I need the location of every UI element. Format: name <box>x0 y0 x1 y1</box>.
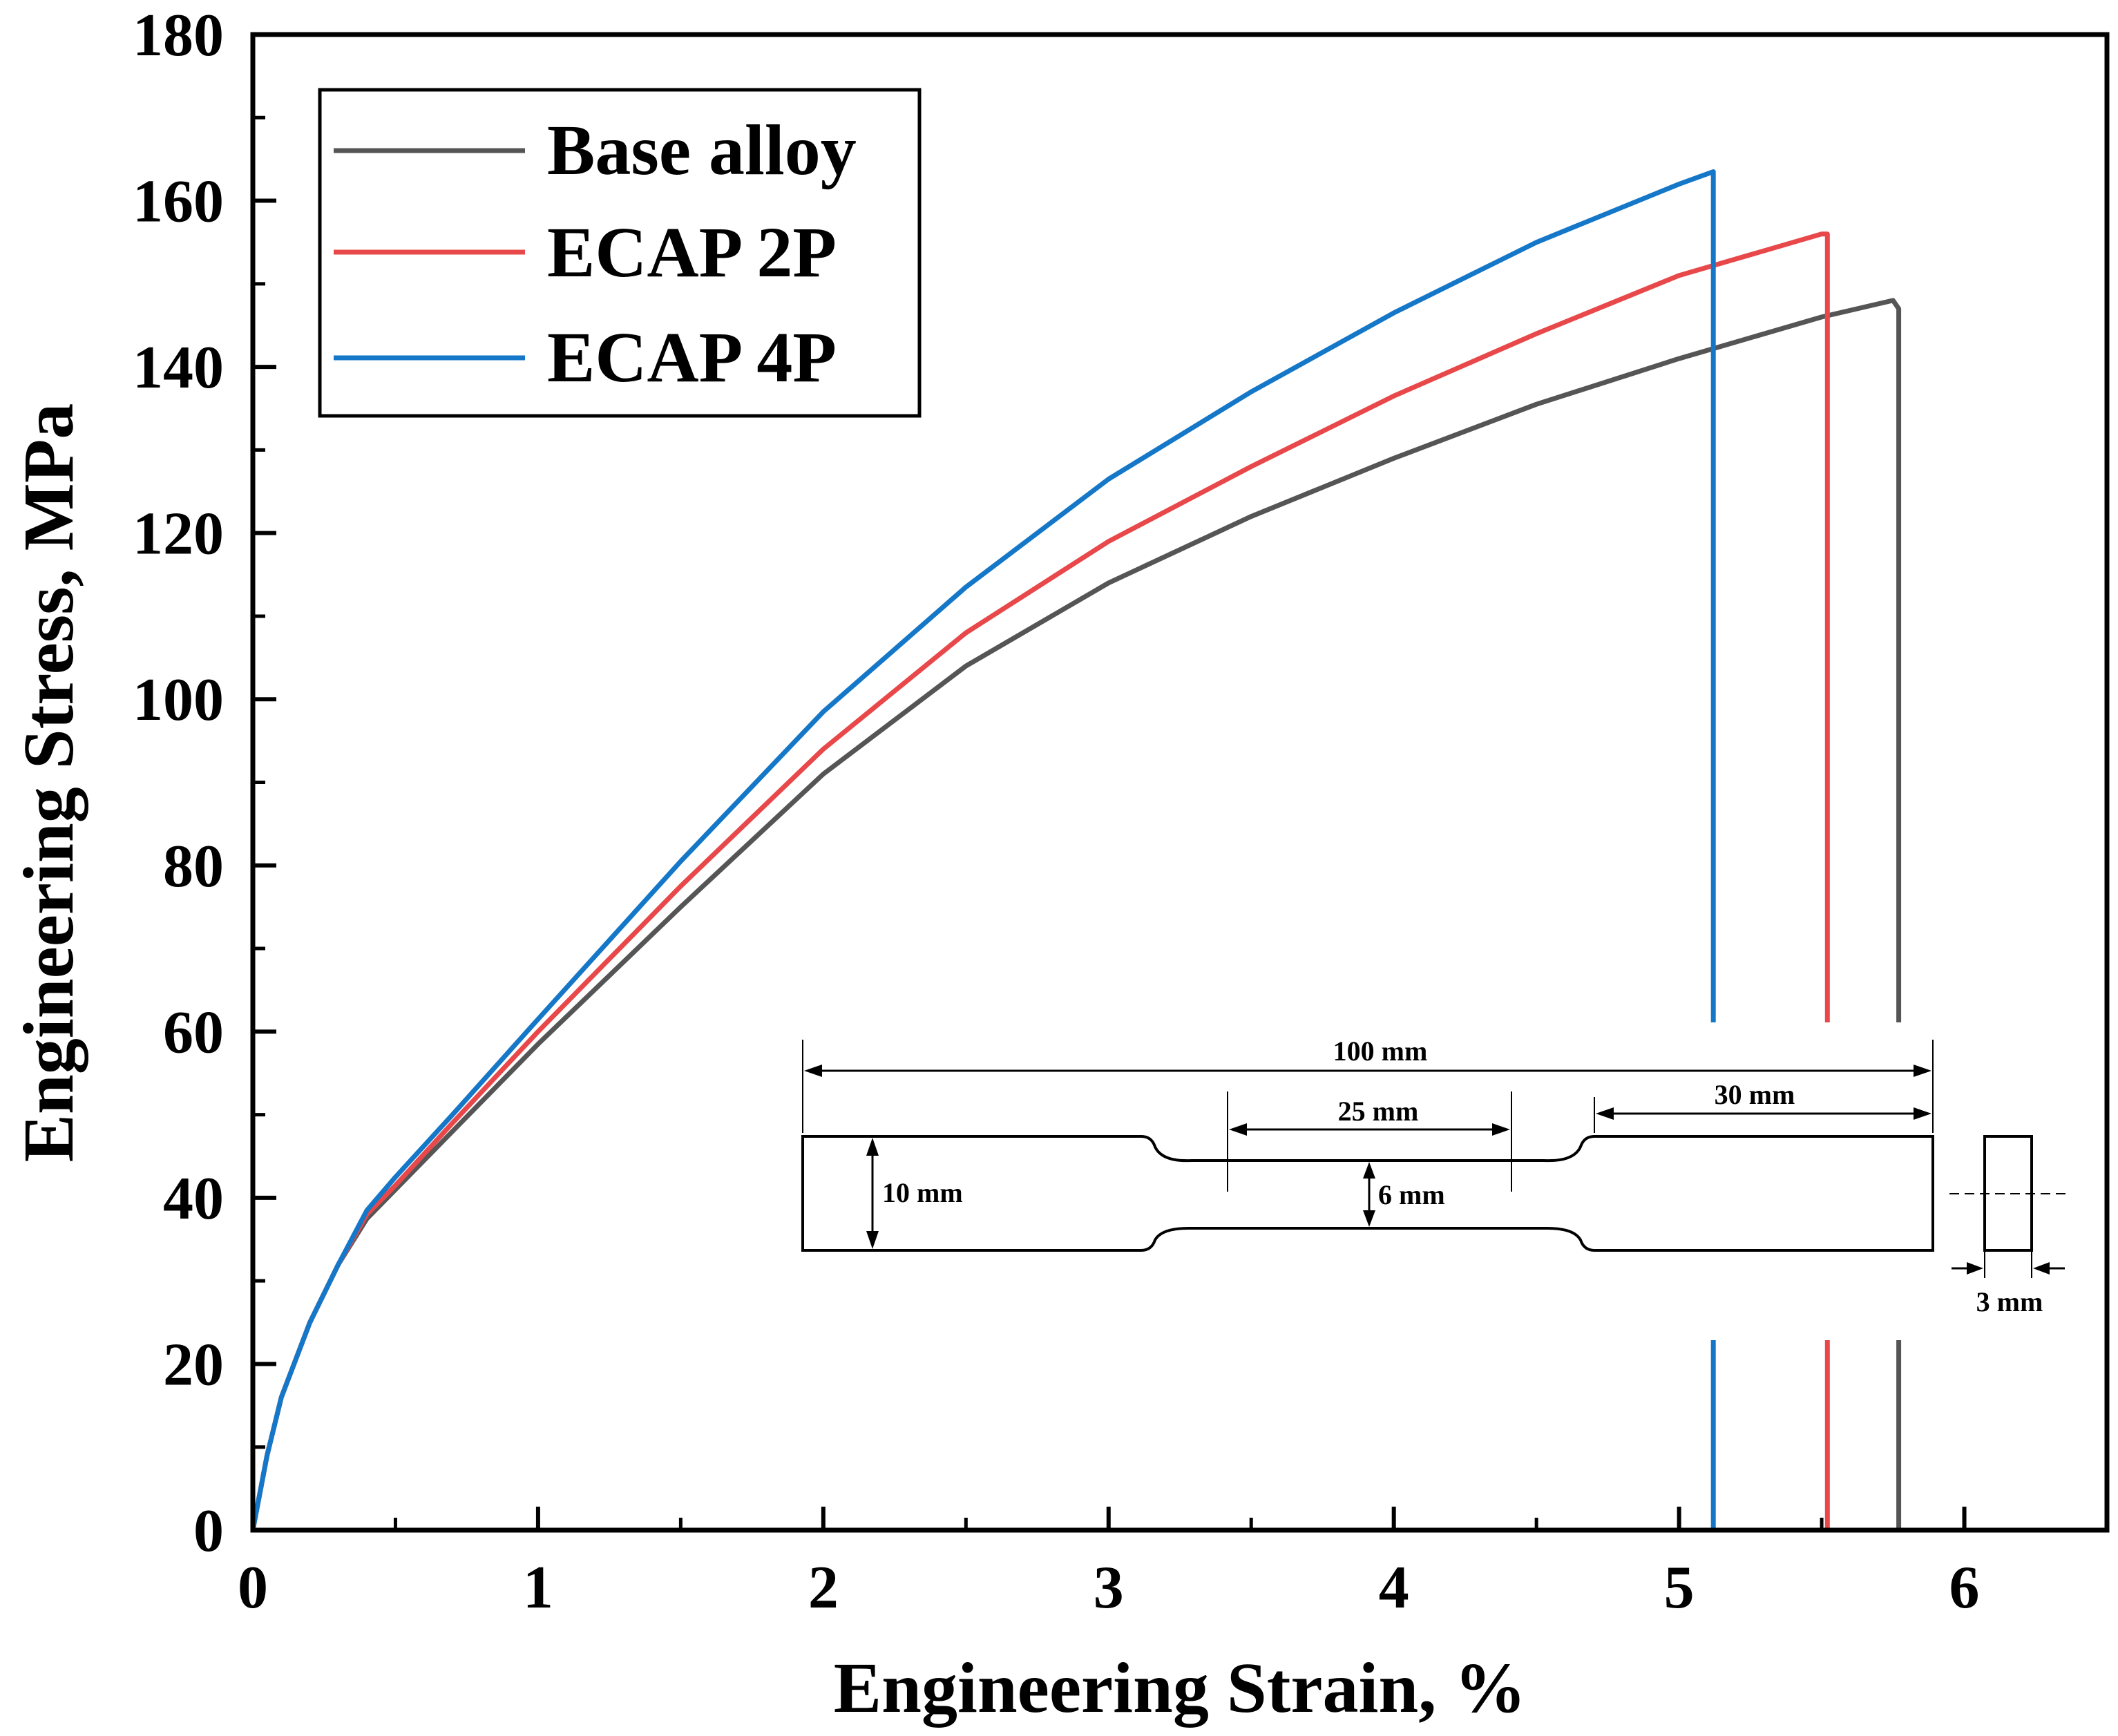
y-tick-label: 20 <box>163 1331 224 1398</box>
x-tick-label: 5 <box>1664 1554 1695 1621</box>
y-tick-label: 120 <box>133 501 224 568</box>
y-axis-title: Engineering Stress, MPa <box>9 403 88 1163</box>
dim-label-25mm: 25 mm <box>1338 1096 1419 1127</box>
y-tick-label: 80 <box>163 833 224 900</box>
dim-label-6mm: 6 mm <box>1378 1179 1445 1210</box>
x-tick-label: 3 <box>1094 1554 1124 1621</box>
legend: Base alloy ECAP 2P ECAP 4P <box>318 88 922 418</box>
y-tick-label: 0 <box>193 1498 224 1565</box>
series-line-base-alloy <box>253 298 1902 1530</box>
dim-label-3mm: 3 mm <box>1976 1286 2043 1317</box>
x-tick-label: 6 <box>1949 1554 1980 1621</box>
inset-background <box>788 1022 2114 1340</box>
series-layer <box>253 169 1902 1530</box>
y-tick-label: 140 <box>133 334 224 401</box>
plot-frame <box>250 32 2110 1533</box>
dim-label-100mm: 100 mm <box>1333 1036 1428 1067</box>
x-tick-label: 4 <box>1379 1554 1409 1621</box>
x-tick-label: 2 <box>808 1554 839 1621</box>
specimen-drawing <box>801 1040 2071 1278</box>
y-tick-label: 40 <box>163 1165 224 1232</box>
legend-label-base-alloy: Base alloy <box>547 111 857 190</box>
x-tick-label: 1 <box>523 1554 553 1621</box>
series-line-ecap-4p <box>253 169 1716 1530</box>
y-tick-label: 100 <box>133 667 224 734</box>
dim-label-30mm: 30 mm <box>1715 1079 1795 1110</box>
legend-label-ecap-2p: ECAP 2P <box>547 213 837 292</box>
x-axis-title: Engineering Strain, % <box>834 1648 1527 1728</box>
legend-label-ecap-4p: ECAP 4P <box>547 318 837 397</box>
x-tick-label: 0 <box>238 1554 268 1621</box>
y-tick-label: 180 <box>133 2 224 69</box>
y-tick-label: 160 <box>133 169 224 236</box>
specimen-outline <box>801 1135 1934 1252</box>
dim-label-10mm: 10 mm <box>882 1177 963 1208</box>
y-tick-label: 60 <box>163 999 224 1066</box>
